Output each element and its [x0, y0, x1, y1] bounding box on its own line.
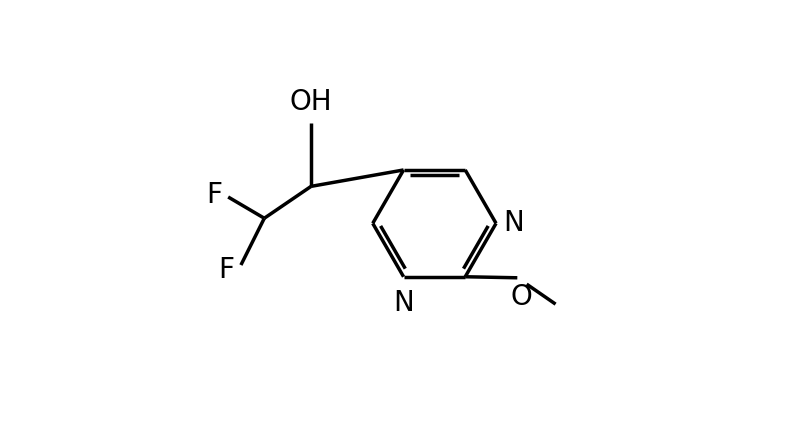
Text: F: F [218, 256, 235, 284]
Text: N: N [393, 288, 414, 317]
Text: O: O [511, 283, 533, 311]
Text: OH: OH [290, 88, 333, 116]
Text: N: N [504, 209, 525, 238]
Text: F: F [206, 181, 221, 209]
